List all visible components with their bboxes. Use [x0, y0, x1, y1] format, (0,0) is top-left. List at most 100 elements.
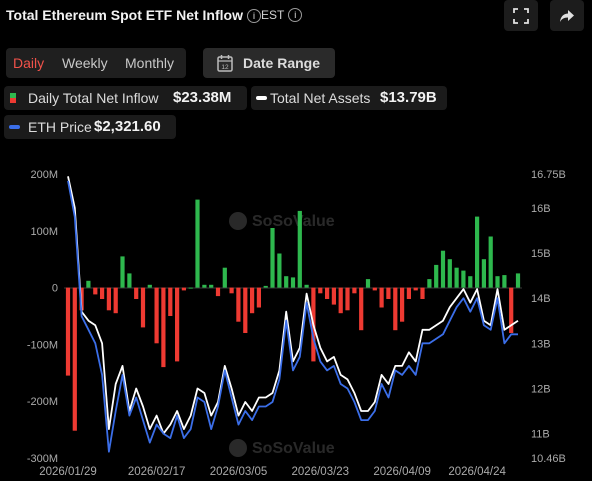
watermark-text: SoSoValue	[252, 440, 335, 457]
net-inflow-bar[interactable]	[284, 276, 289, 288]
timezone-info-icon[interactable]: i	[288, 8, 303, 22]
net-inflow-bar[interactable]	[202, 284, 207, 288]
net-inflow-bar[interactable]	[188, 287, 193, 289]
net-inflow-bar[interactable]	[168, 287, 173, 316]
svg-text:12: 12	[221, 64, 229, 71]
net-inflow-bar[interactable]	[297, 210, 302, 288]
chart-title-text: Total Ethereum Spot ETF Net Inflow	[6, 7, 243, 23]
net-inflow-bar[interactable]	[359, 287, 364, 331]
net-inflow-bar[interactable]	[236, 287, 241, 322]
right-axis-tick-label: 14B	[531, 293, 551, 305]
series-lines	[67, 176, 519, 453]
net-inflow-bar[interactable]	[365, 279, 371, 288]
net-inflow-bar[interactable]	[161, 287, 166, 368]
net-inflow-bar[interactable]	[400, 287, 405, 322]
net-inflow-bar[interactable]	[338, 287, 343, 314]
legend-net-assets-value: $13.79B	[380, 89, 437, 106]
net-inflow-bar[interactable]	[100, 287, 105, 299]
net-inflow-bar[interactable]	[468, 276, 473, 288]
watermark: SoSoValue	[229, 439, 335, 457]
net-inflow-bar[interactable]	[277, 253, 282, 288]
legend-eth-price-label: ETH Price	[28, 119, 92, 135]
info-icon[interactable]: i	[246, 9, 261, 23]
fullscreen-button[interactable]	[504, 0, 538, 31]
net-inflow-bar[interactable]	[461, 270, 466, 288]
net-assets-swatch	[256, 96, 267, 100]
net-inflow-bar[interactable]	[447, 259, 452, 288]
net-inflow-bar[interactable]	[427, 279, 432, 288]
legend-net-inflow[interactable]: Daily Total Net Inflow $23.38M	[4, 86, 247, 110]
net-inflow-bar[interactable]	[393, 287, 398, 331]
net-inflow-bar[interactable]	[515, 273, 521, 288]
net-inflow-bar[interactable]	[134, 287, 139, 299]
net-inflow-bar[interactable]	[106, 287, 111, 311]
net-inflow-bar[interactable]	[86, 280, 91, 288]
net-inflow-bar[interactable]	[509, 287, 514, 333]
tab-daily[interactable]: Daily	[13, 55, 45, 71]
left-axis-tick-label: 200M	[30, 169, 58, 181]
net-inflow-bar[interactable]	[331, 287, 336, 305]
legend-net-assets[interactable]: Total Net Assets $13.79B	[251, 86, 447, 110]
net-inflow-bar[interactable]	[386, 287, 391, 299]
net-inflow-bar[interactable]	[406, 287, 411, 299]
x-axis-ticks: 2026/01/29 2026/02/17 2026/03/05 2026/03/23…	[39, 466, 506, 478]
net-inflow-bar[interactable]	[481, 259, 486, 288]
net-inflow-bar[interactable]	[488, 236, 493, 288]
net-inflow-bar[interactable]	[263, 285, 268, 288]
net-inflow-bar[interactable]	[318, 287, 323, 294]
net-inflow-bar[interactable]	[72, 287, 77, 431]
right-axis-tick-label: 10.46B	[531, 453, 566, 465]
net-inflow-bar[interactable]	[495, 276, 500, 288]
net-inflow-bar[interactable]	[140, 287, 146, 328]
right-axis-tick-label: 11B	[531, 429, 550, 441]
eth-price-swatch	[9, 125, 20, 129]
net-inflow-bar[interactable]	[181, 287, 186, 291]
net-inflow-bar[interactable]	[270, 228, 275, 288]
net-inflow-bar[interactable]	[127, 273, 132, 288]
net-inflow-bar[interactable]	[413, 287, 418, 291]
net-inflow-bar[interactable]	[147, 284, 152, 288]
eth-price-line[interactable]	[67, 180, 518, 453]
net-inflow-bar[interactable]	[229, 287, 234, 294]
right-axis-ticks: 16.75B 16B 15B 14B 13B 12B 11B 10.46B	[531, 169, 566, 465]
net-inflow-bar[interactable]	[195, 199, 200, 288]
net-inflow-bar[interactable]	[475, 216, 480, 288]
left-axis-ticks: 200M 100M 0 -100M -200M -300M	[27, 169, 58, 465]
net-inflow-bar[interactable]	[250, 287, 255, 314]
net-inflow-bar[interactable]	[325, 287, 330, 299]
net-inflow-bar[interactable]	[93, 287, 98, 295]
left-axis-tick-label: -300M	[27, 453, 58, 465]
date-range-button[interactable]: 12 Date Range	[203, 48, 335, 78]
net-inflow-bar[interactable]	[502, 275, 507, 288]
net-inflow-bar[interactable]	[454, 267, 459, 288]
net-inflow-bar[interactable]	[440, 250, 446, 288]
net-inflow-bar[interactable]	[420, 287, 425, 299]
net-inflow-bar[interactable]	[352, 287, 357, 294]
legend-eth-price-value: $2,321.60	[94, 118, 161, 135]
net-inflow-bar[interactable]	[256, 287, 261, 308]
net-inflow-bar[interactable]	[304, 284, 309, 288]
tab-weekly[interactable]: Weekly	[62, 55, 108, 71]
net-inflow-bar[interactable]	[65, 287, 71, 376]
net-inflow-bar[interactable]	[113, 287, 118, 314]
net-inflow-bar[interactable]	[222, 267, 227, 288]
tab-monthly[interactable]: Monthly	[125, 55, 175, 71]
legend-eth-price[interactable]: ETH Price $2,321.60	[4, 115, 176, 139]
net-inflow-bar[interactable]	[243, 287, 248, 333]
net-inflow-bar[interactable]	[215, 287, 221, 297]
net-inflow-bar[interactable]	[175, 287, 180, 362]
share-button[interactable]	[550, 0, 584, 31]
net-inflow-bar[interactable]	[290, 277, 296, 288]
net-inflow-bar[interactable]	[154, 287, 159, 344]
net-inflow-bar[interactable]	[209, 284, 214, 288]
net-inflow-bar[interactable]	[434, 264, 439, 288]
net-inflow-bar[interactable]	[379, 287, 384, 308]
x-axis-tick-label: 2026/04/24	[448, 466, 506, 478]
timezone-label[interactable]: EST i	[261, 8, 303, 22]
net-inflow-bar[interactable]	[372, 287, 377, 291]
net-inflow-bar[interactable]	[120, 256, 125, 288]
net-inflow-bar[interactable]	[345, 287, 350, 311]
net-assets-line[interactable]	[67, 176, 519, 435]
date-range-label: Date Range	[243, 55, 321, 71]
x-axis-tick-label: 2026/03/23	[292, 466, 350, 478]
